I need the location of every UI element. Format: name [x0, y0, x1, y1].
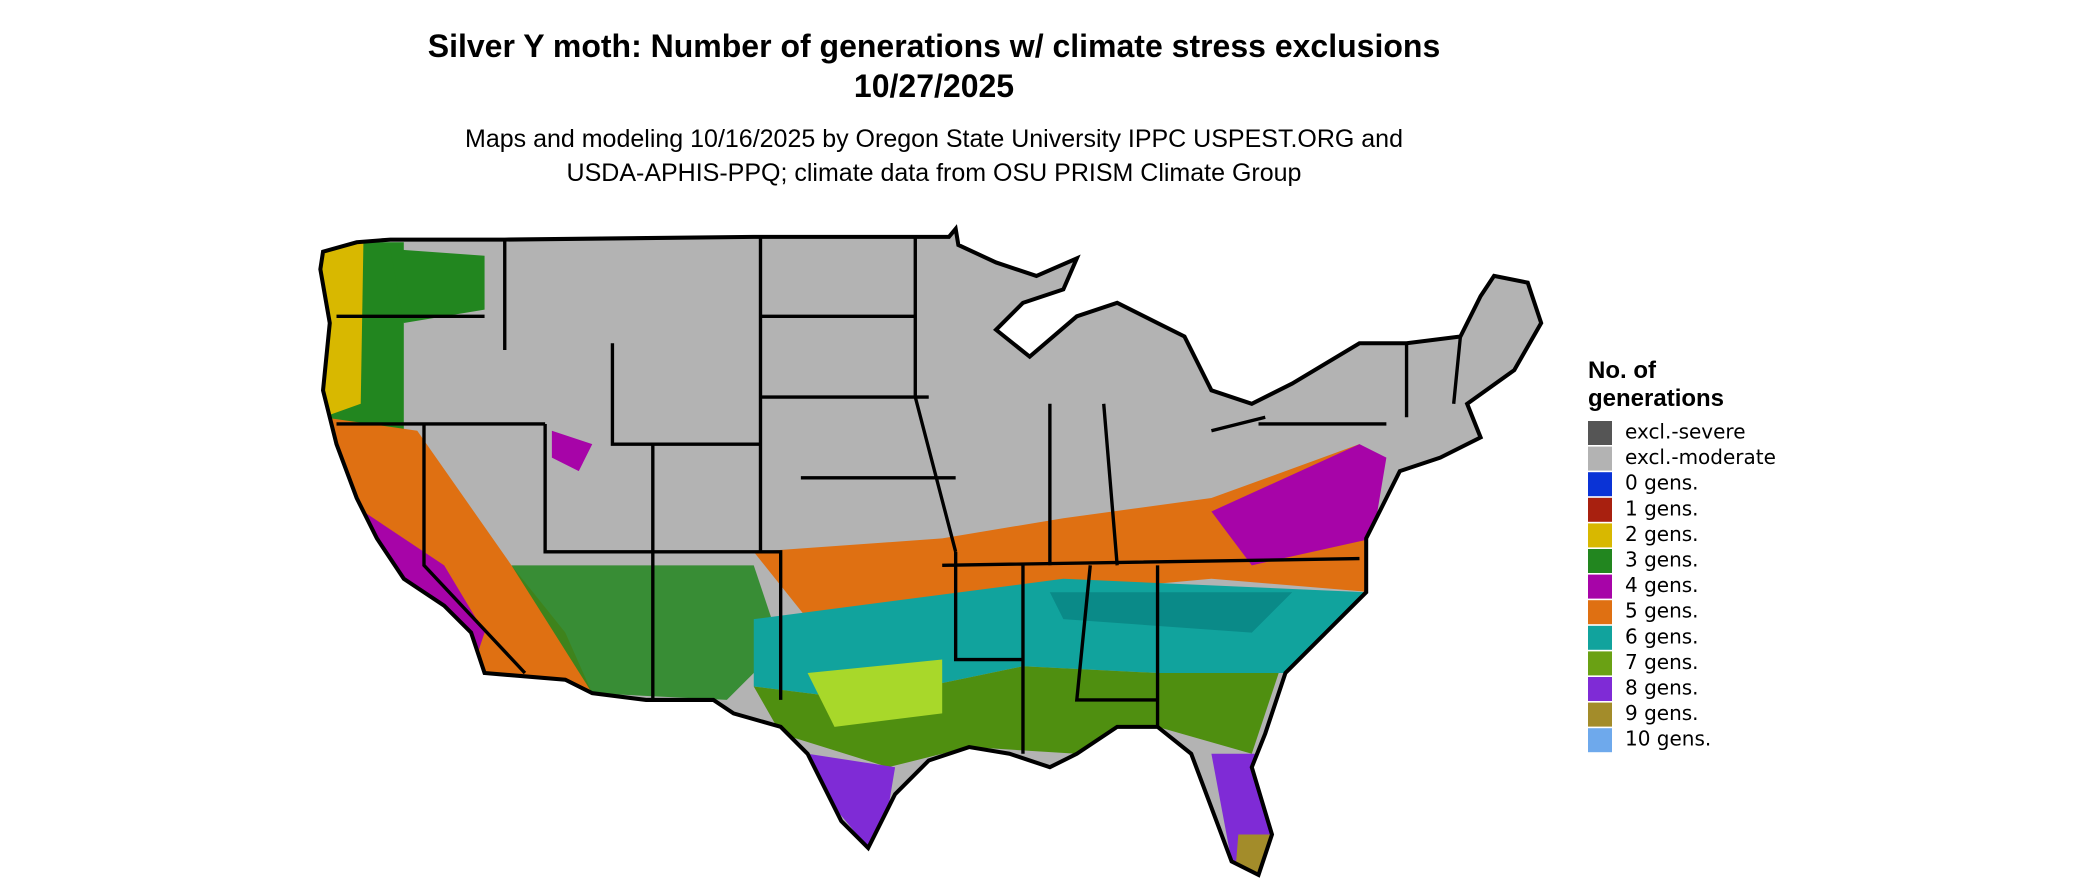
- legend-title: generations: [1588, 385, 1724, 412]
- legend-swatch: [1588, 625, 1612, 650]
- legend-label: 2 gens.: [1625, 522, 1699, 546]
- legend-swatch: [1588, 702, 1612, 727]
- legend-swatch: [1588, 472, 1612, 497]
- legend-swatch: [1588, 574, 1612, 599]
- legend-label: 9 gens.: [1625, 701, 1699, 725]
- legend-label: 3 gens.: [1625, 548, 1699, 572]
- legend-swatch: [1588, 421, 1612, 445]
- legend-label: 7 gens.: [1625, 650, 1699, 674]
- legend-label: 5 gens.: [1625, 599, 1699, 623]
- legend-label: 8 gens.: [1625, 676, 1699, 700]
- legend-label: 6 gens.: [1625, 624, 1699, 648]
- title-date: 10/27/2025: [854, 68, 1014, 104]
- legend-label: 0 gens.: [1625, 471, 1699, 495]
- map: [269, 202, 1615, 892]
- legend-label: excl.-severe: [1625, 420, 1746, 444]
- legend-swatch: [1588, 497, 1612, 522]
- legend-swatch: [1588, 523, 1612, 548]
- map-fill: [320, 228, 1542, 875]
- legend-label: 10 gens.: [1625, 727, 1711, 751]
- state-borders: [336, 236, 1463, 754]
- legend-swatch: [1588, 677, 1612, 701]
- legend-label: 4 gens.: [1625, 573, 1699, 597]
- legend-swatch: [1588, 651, 1612, 676]
- legend-label: 1 gens.: [1625, 496, 1699, 520]
- legend-swatch: [1588, 446, 1612, 471]
- legend-swatch: [1588, 549, 1612, 573]
- title: Silver Y moth: Number of generations w/ …: [428, 28, 1440, 64]
- subtitle: USDA-APHIS-PPQ; climate data from OSU PR…: [567, 159, 1302, 187]
- legend-swatch: [1588, 728, 1612, 753]
- legend-title: No. of: [1588, 357, 1657, 384]
- subtitle: Maps and modeling 10/16/2025 by Oregon S…: [465, 125, 1403, 153]
- legend-swatch: [1588, 600, 1612, 625]
- legend-label: excl.-moderate: [1625, 445, 1776, 469]
